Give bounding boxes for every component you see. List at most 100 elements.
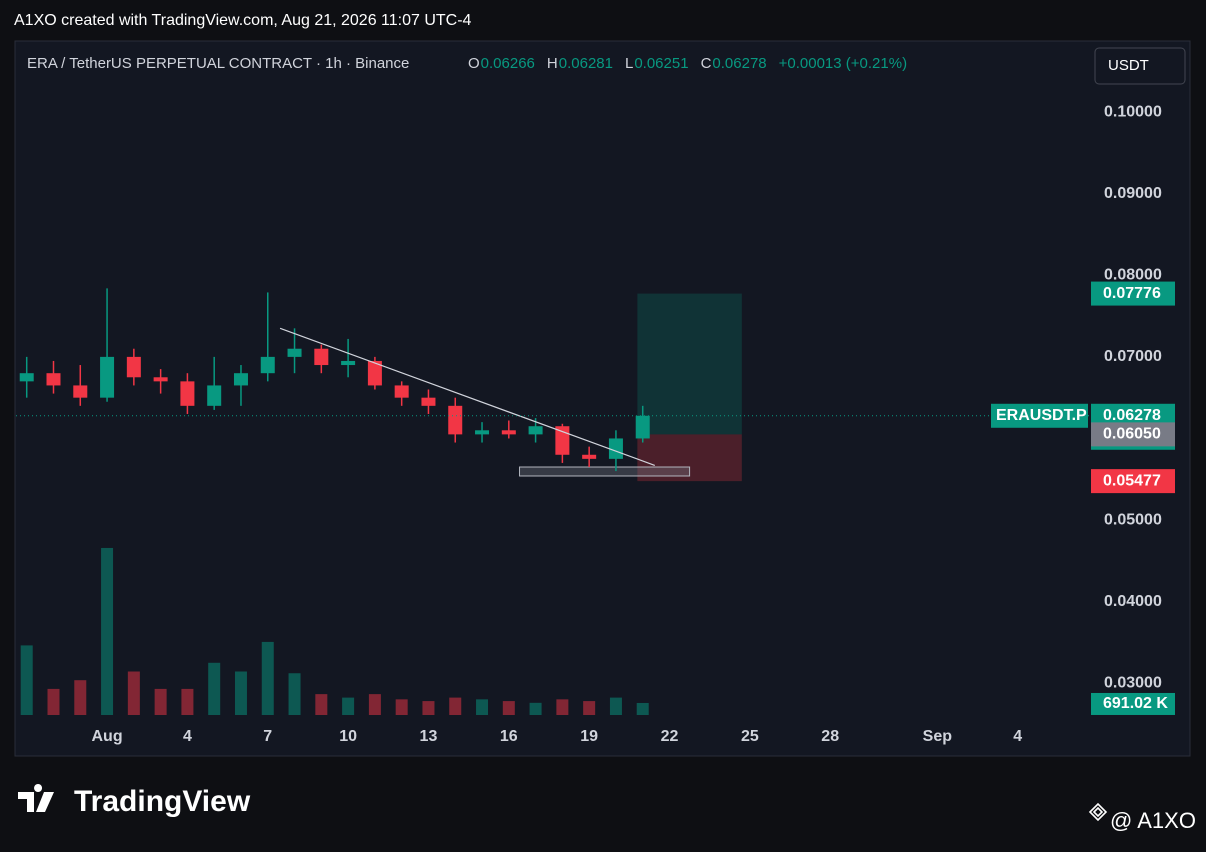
ohlc-key: C — [701, 55, 712, 72]
volume-bar — [127, 671, 140, 715]
y-tick-label: 0.03000 — [1104, 674, 1162, 691]
ohlc-value: 0.06266 — [481, 55, 535, 72]
candle-body — [475, 430, 490, 435]
candle-body — [73, 385, 88, 398]
x-tick-label: 10 — [339, 728, 357, 745]
candle-body — [448, 405, 463, 435]
logo-icon — [18, 784, 54, 812]
candle-body — [341, 360, 356, 366]
y-tick-label: 0.07000 — [1104, 348, 1162, 365]
x-tick-label: 13 — [420, 728, 438, 745]
x-tick-label: 16 — [500, 728, 518, 745]
x-tick-label: Aug — [92, 728, 123, 745]
candle-body — [207, 385, 222, 406]
currency-label: USDT — [1108, 57, 1149, 74]
volume-bar — [609, 697, 622, 715]
volume-bar — [208, 662, 221, 715]
candle-body — [153, 377, 168, 382]
volume-bar — [181, 688, 194, 715]
volume-bar — [449, 697, 462, 715]
symbol-title: ERA / TetherUS PERPETUAL CONTRACT · 1h ·… — [27, 55, 409, 72]
x-tick-label: Sep — [923, 728, 953, 745]
volume-bar — [234, 671, 247, 715]
volume-bar — [342, 697, 355, 715]
currency-button[interactable] — [1094, 47, 1186, 85]
stop-tag: 0.05477 — [1103, 472, 1161, 489]
candle-body — [46, 373, 61, 386]
volume-bar — [288, 673, 301, 715]
x-tick-label: 4 — [1013, 728, 1022, 745]
candle-body — [555, 426, 570, 455]
logo — [18, 784, 54, 812]
x-tick-label: 4 — [183, 728, 192, 745]
candle-body — [19, 373, 34, 382]
symbol-tag-bg — [991, 403, 1088, 428]
candle-body — [100, 356, 115, 398]
y-tick-label: 0.04000 — [1104, 593, 1162, 610]
volume-bar — [422, 701, 435, 715]
volume-bar — [47, 688, 60, 715]
change: +0.00013 (+0.21%) — [779, 55, 907, 72]
credit: A1XO created with TradingView.com, Aug 2… — [14, 12, 472, 29]
candle-body — [608, 438, 623, 459]
ohlc-key: L — [625, 55, 633, 72]
target-zone — [637, 293, 742, 435]
ohlc-value: 0.06281 — [559, 55, 613, 72]
volume-bar — [556, 699, 569, 715]
volume-tag: 691.02 K — [1103, 695, 1168, 712]
target-tag: 0.07776 — [1103, 285, 1161, 302]
y-tick-label: 0.08000 — [1104, 267, 1162, 284]
volume-tag-bg — [1091, 692, 1175, 715]
volume-bar — [368, 694, 381, 715]
candle-body — [394, 385, 409, 398]
candle-body — [314, 348, 329, 366]
volume-bar — [20, 645, 33, 715]
watermark: @ A1XO — [1110, 808, 1196, 833]
volume-bar — [74, 680, 87, 715]
candle-body — [367, 360, 382, 386]
stop-tag-bg — [1091, 469, 1175, 494]
x-tick-label: 22 — [661, 728, 679, 745]
volume-bar — [154, 688, 167, 715]
volume-bar — [476, 699, 489, 715]
y-tick-label: 0.09000 — [1104, 185, 1162, 202]
candle-body — [180, 381, 195, 406]
symbol-tag: ERAUSDT.P — [996, 407, 1087, 424]
candle-body — [528, 426, 543, 435]
last-price-tag: 0.06278 — [1103, 407, 1161, 424]
x-tick-label: 25 — [741, 728, 759, 745]
candle-body — [421, 397, 436, 406]
support-zone — [519, 466, 691, 477]
candle-body — [501, 430, 516, 435]
y-tick-label: 0.05000 — [1104, 511, 1162, 528]
ohlc-value: 0.06278 — [712, 55, 766, 72]
watermark-icon — [1088, 802, 1108, 822]
volume-bar — [315, 694, 328, 715]
entry-tag-bg — [1091, 422, 1175, 447]
y-tick-label: 0.10000 — [1104, 103, 1162, 120]
candle-body — [635, 415, 650, 439]
x-tick-label: 7 — [263, 728, 272, 745]
candle-body — [260, 356, 275, 374]
candle-body — [126, 356, 141, 378]
volume-bar — [395, 699, 408, 715]
ohlc-key: O — [468, 55, 480, 72]
x-tick-label: 19 — [580, 728, 598, 745]
ohlc-value: 0.06251 — [634, 55, 688, 72]
volume-bar — [261, 641, 274, 715]
volume-bar — [529, 702, 542, 715]
candle-body — [582, 454, 597, 459]
volume-bar — [636, 702, 649, 715]
entry-tag: 0.06050 — [1103, 426, 1161, 443]
ohlc-key: H — [547, 55, 558, 72]
candle-body — [287, 348, 302, 357]
target-tag-bg — [1091, 281, 1175, 306]
brand: TradingView — [74, 785, 251, 818]
x-tick-label: 28 — [821, 728, 839, 745]
volume-bar — [502, 701, 515, 715]
trendline — [279, 327, 655, 466]
candle-body — [233, 373, 248, 386]
volume-bar — [101, 547, 114, 715]
